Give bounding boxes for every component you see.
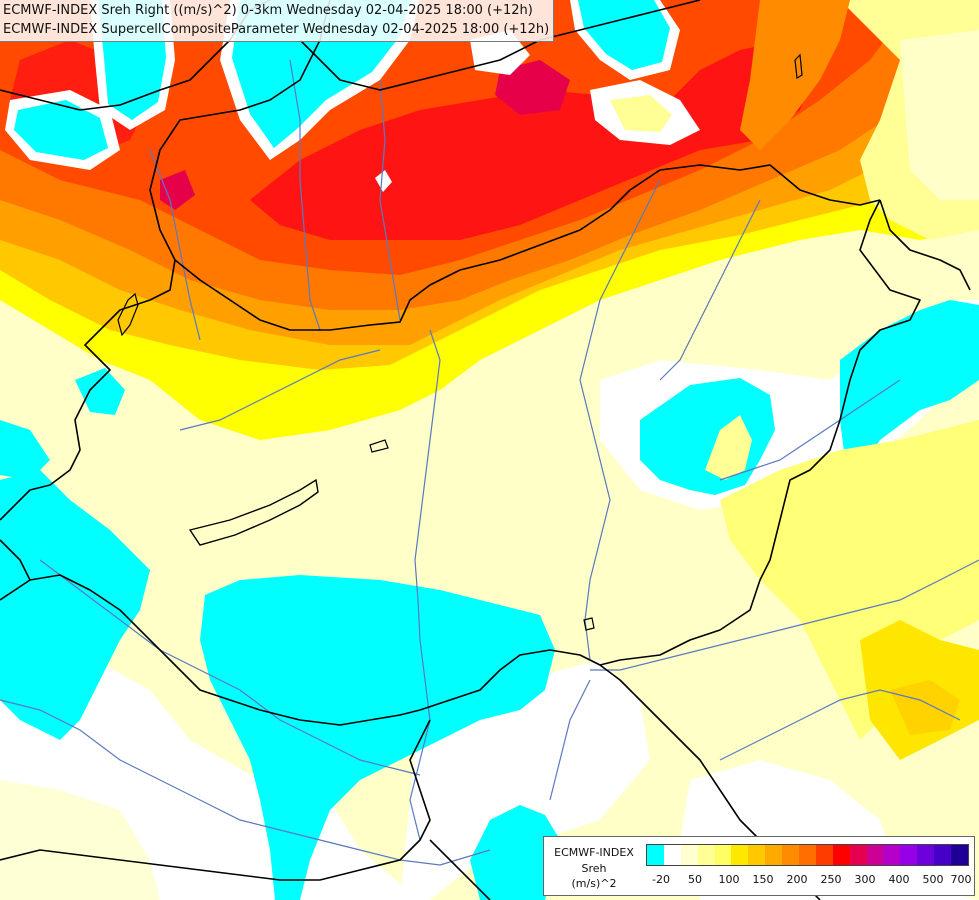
legend-swatch [815,845,833,865]
legend-tick-label: 500 [922,873,944,886]
border-slovakia-hungary [174,164,881,331]
river-south-2 [549,679,591,801]
river-raba [179,349,381,431]
border-serbia-bosnia [429,839,491,900]
color-legend: ECMWF-INDEX Sreh (m/s)^2 -20 50 100 150 200 2… [543,836,975,896]
river-drava [39,559,421,776]
river-hron [379,79,401,321]
cyan-area-west-edge [0,420,50,480]
cyan-hole-north-4-inner [578,0,670,70]
river-somes [719,379,901,481]
cyan-area-southwest [0,470,150,740]
legend-tick-label: 250 [820,873,842,886]
legend-swatch [832,845,850,865]
legend-swatch [900,845,918,865]
orange-strip-northeast [740,0,850,150]
legend-swatch [782,845,800,865]
crimson-spot-1 [495,60,570,115]
river-danube [409,329,441,841]
legend-tick-label: 200 [786,873,808,886]
legend-variable: Sreh [581,862,607,875]
legend-tick-label: 700 [950,873,972,886]
border-hungary-romania [599,199,921,666]
cyan-area-central [200,575,555,900]
legend-tick-label: 300 [854,873,876,886]
lake-balaton [188,478,319,546]
border-croatia-bosnia [0,719,431,881]
red-core-north [250,40,820,240]
border-ukraine-romania [879,199,971,291]
cyan-area-south-center [470,805,560,900]
border-slovenia-croatia [0,539,31,581]
border-czech-slovakia [149,0,331,261]
map-title-sreh: ECMWF-INDEX Sreh Right ((m/s)^2) 0-3km W… [3,3,533,18]
legend-swatch [883,845,901,865]
rivers [0,59,979,866]
lake-small-2 [583,617,595,631]
pale-area-bottom-left [0,780,160,900]
legend-tick-labels: -20 50 100 150 200 250 300 400 500 700 [646,873,972,889]
legend-swatch [849,845,867,865]
white-hole-north-7 [610,95,672,132]
legend-swatch [866,845,884,865]
legend-color-bar [646,844,969,866]
map-title-box: ECMWF-INDEX Sreh Right ((m/s)^2) 0-3km W… [0,0,555,42]
legend-swatch [951,845,968,865]
border-hungary-croatia-serbia [0,574,601,726]
legend-swatch [663,845,681,865]
legend-swatch [714,845,732,865]
legend-swatch [934,845,952,865]
lake-neusiedl [117,292,139,337]
river-mures [590,559,979,671]
legend-swatch [647,845,664,865]
cyan-area-west-small [75,368,125,415]
cyan-area-northeast [840,300,979,470]
legend-tick-label: 400 [888,873,910,886]
river-south-east [719,689,961,761]
legend-tick-label: -20 [652,873,670,886]
white-dot-north [375,170,392,192]
legend-swatch [917,845,935,865]
river-morava [149,149,201,341]
legend-swatch [748,845,766,865]
river-east-2 [659,199,761,381]
gold-patch-east-lower [890,680,960,735]
yellow-island-east [705,415,752,480]
lake-small-1 [369,439,389,453]
river-tisza [579,179,661,661]
legend-swatch [765,845,783,865]
river-vah [289,59,321,331]
legend-tick-label: 50 [688,873,702,886]
pale-area-northeast [900,30,979,200]
legend-tick-label: 150 [752,873,774,886]
legend-swatch [697,845,715,865]
legend-unit: (m/s)^2 [571,877,617,890]
legend-swatch [680,845,698,865]
legend-swatch [731,845,749,865]
crimson-spot-2 [160,170,195,210]
map-title-scp: ECMWF-INDEX SupercellCompositeParameter … [3,22,550,37]
lake-small-3 [794,53,803,79]
legend-title: ECMWF-INDEX [554,846,634,859]
border-austria-hungary [0,259,176,521]
legend-tick-label: 100 [718,873,740,886]
cyan-hole-north-1-inner [14,100,108,160]
legend-swatch [799,845,816,865]
border-slovakia-north [299,0,701,91]
